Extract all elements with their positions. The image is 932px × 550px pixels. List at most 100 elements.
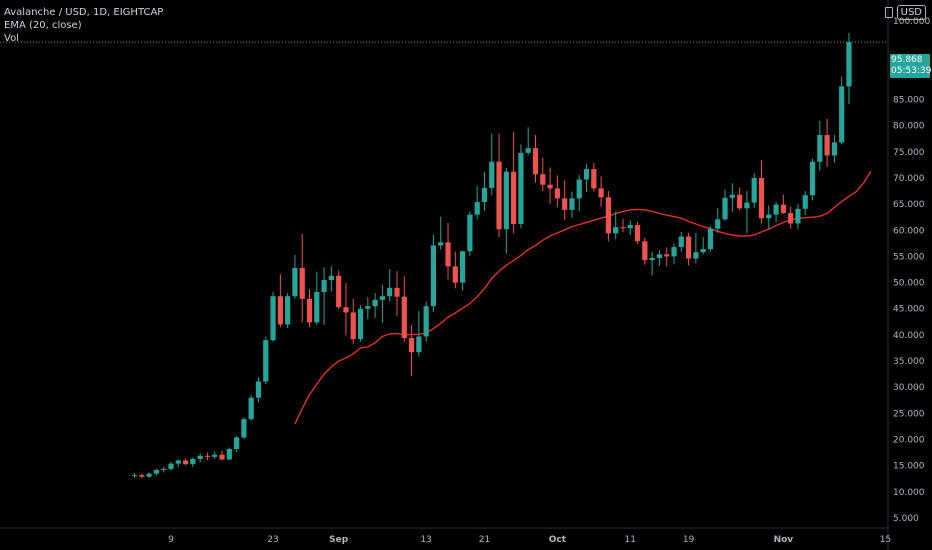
candle[interactable] (306, 289, 313, 328)
candle[interactable] (737, 187, 743, 211)
candle[interactable] (664, 247, 670, 267)
candle[interactable] (372, 293, 378, 318)
candle[interactable] (423, 301, 429, 342)
candle[interactable] (219, 450, 225, 461)
candle[interactable] (809, 158, 816, 201)
candle[interactable] (190, 457, 196, 468)
candle[interactable] (387, 269, 393, 302)
candle[interactable] (153, 468, 160, 476)
candle[interactable] (430, 234, 437, 312)
candle[interactable] (365, 297, 371, 320)
candle[interactable] (212, 451, 218, 459)
candle[interactable] (401, 276, 407, 342)
candle[interactable] (343, 283, 349, 336)
candle[interactable] (518, 144, 524, 229)
candle[interactable] (226, 447, 232, 460)
candle[interactable] (656, 250, 663, 266)
candle[interactable] (707, 226, 714, 252)
candle[interactable] (758, 160, 765, 224)
candle[interactable] (613, 211, 619, 240)
currency-badge[interactable]: USD (896, 5, 926, 20)
candle[interactable] (700, 237, 706, 255)
candle[interactable] (751, 173, 757, 208)
candle[interactable] (182, 458, 189, 466)
candle[interactable] (569, 191, 575, 218)
candle[interactable] (350, 298, 356, 344)
candle[interactable] (299, 233, 305, 323)
candle[interactable] (175, 459, 181, 468)
candle[interactable] (336, 270, 342, 310)
price-axis[interactable]: 5.000 10.000 15.000 20.000 25.000 30.000 35.00… (893, 17, 930, 524)
candle[interactable] (562, 180, 568, 220)
candle[interactable] (496, 133, 502, 238)
candle[interactable] (503, 168, 509, 254)
candle[interactable] (292, 254, 298, 299)
candle[interactable] (481, 171, 488, 211)
candle[interactable] (525, 127, 531, 155)
candle[interactable] (234, 435, 240, 452)
lock-icon[interactable] (884, 7, 893, 18)
candle[interactable] (671, 243, 677, 265)
candle[interactable] (168, 462, 174, 471)
candle[interactable] (255, 377, 262, 403)
candle[interactable] (744, 191, 750, 234)
candle[interactable] (685, 232, 692, 266)
time-axis[interactable]: 9 23 Sep 13 21 Oct 11 19 Nov 15 (168, 535, 891, 545)
candle[interactable] (846, 33, 852, 105)
candle[interactable] (379, 284, 386, 323)
candle[interactable] (634, 221, 641, 244)
candle[interactable] (460, 250, 466, 291)
candle[interactable] (795, 204, 801, 230)
candle[interactable] (729, 183, 735, 212)
candle[interactable] (467, 211, 473, 256)
candle[interactable] (489, 133, 495, 196)
candle[interactable] (591, 162, 597, 192)
candle[interactable] (277, 274, 283, 328)
candle[interactable] (583, 164, 590, 193)
candle[interactable] (788, 206, 794, 229)
candle[interactable] (817, 120, 823, 171)
candle[interactable] (511, 131, 517, 234)
candle[interactable] (554, 175, 560, 208)
series-title[interactable]: Avalanche / USD, 1D, EIGHTCAP (4, 7, 164, 18)
candle[interactable] (394, 271, 400, 317)
candle[interactable] (649, 251, 655, 276)
candle[interactable] (824, 118, 830, 167)
candle[interactable] (642, 237, 648, 265)
candle[interactable] (161, 467, 167, 473)
candle[interactable] (445, 222, 451, 280)
candle[interactable] (780, 194, 786, 215)
ema-indicator-label[interactable]: EMA (20, close) (4, 20, 82, 31)
candle[interactable] (357, 305, 364, 342)
candle[interactable] (241, 417, 247, 440)
candle[interactable] (766, 205, 772, 230)
candle[interactable] (540, 157, 546, 192)
candle[interactable] (693, 232, 699, 264)
candle[interactable] (773, 202, 779, 223)
candle[interactable] (321, 267, 327, 325)
volume-indicator-label[interactable]: Vol (4, 33, 19, 44)
candle[interactable] (839, 76, 845, 145)
candle[interactable] (197, 453, 203, 463)
candle[interactable] (248, 395, 254, 421)
candle[interactable] (416, 310, 422, 357)
candle[interactable] (576, 174, 582, 212)
candle[interactable] (722, 189, 728, 221)
candle[interactable] (270, 292, 276, 342)
candle[interactable] (605, 191, 611, 242)
candle[interactable] (598, 176, 604, 207)
candle[interactable] (139, 473, 145, 479)
candle[interactable] (547, 167, 553, 204)
candle[interactable] (678, 231, 684, 252)
candle[interactable] (328, 266, 334, 292)
candle[interactable] (474, 185, 480, 220)
candle[interactable] (204, 452, 211, 460)
candle[interactable] (438, 216, 444, 250)
candle[interactable] (620, 218, 626, 233)
candle[interactable] (131, 473, 138, 478)
candle[interactable] (715, 208, 721, 233)
candle[interactable] (314, 271, 320, 325)
candle[interactable] (452, 251, 458, 289)
candle[interactable] (802, 191, 808, 216)
